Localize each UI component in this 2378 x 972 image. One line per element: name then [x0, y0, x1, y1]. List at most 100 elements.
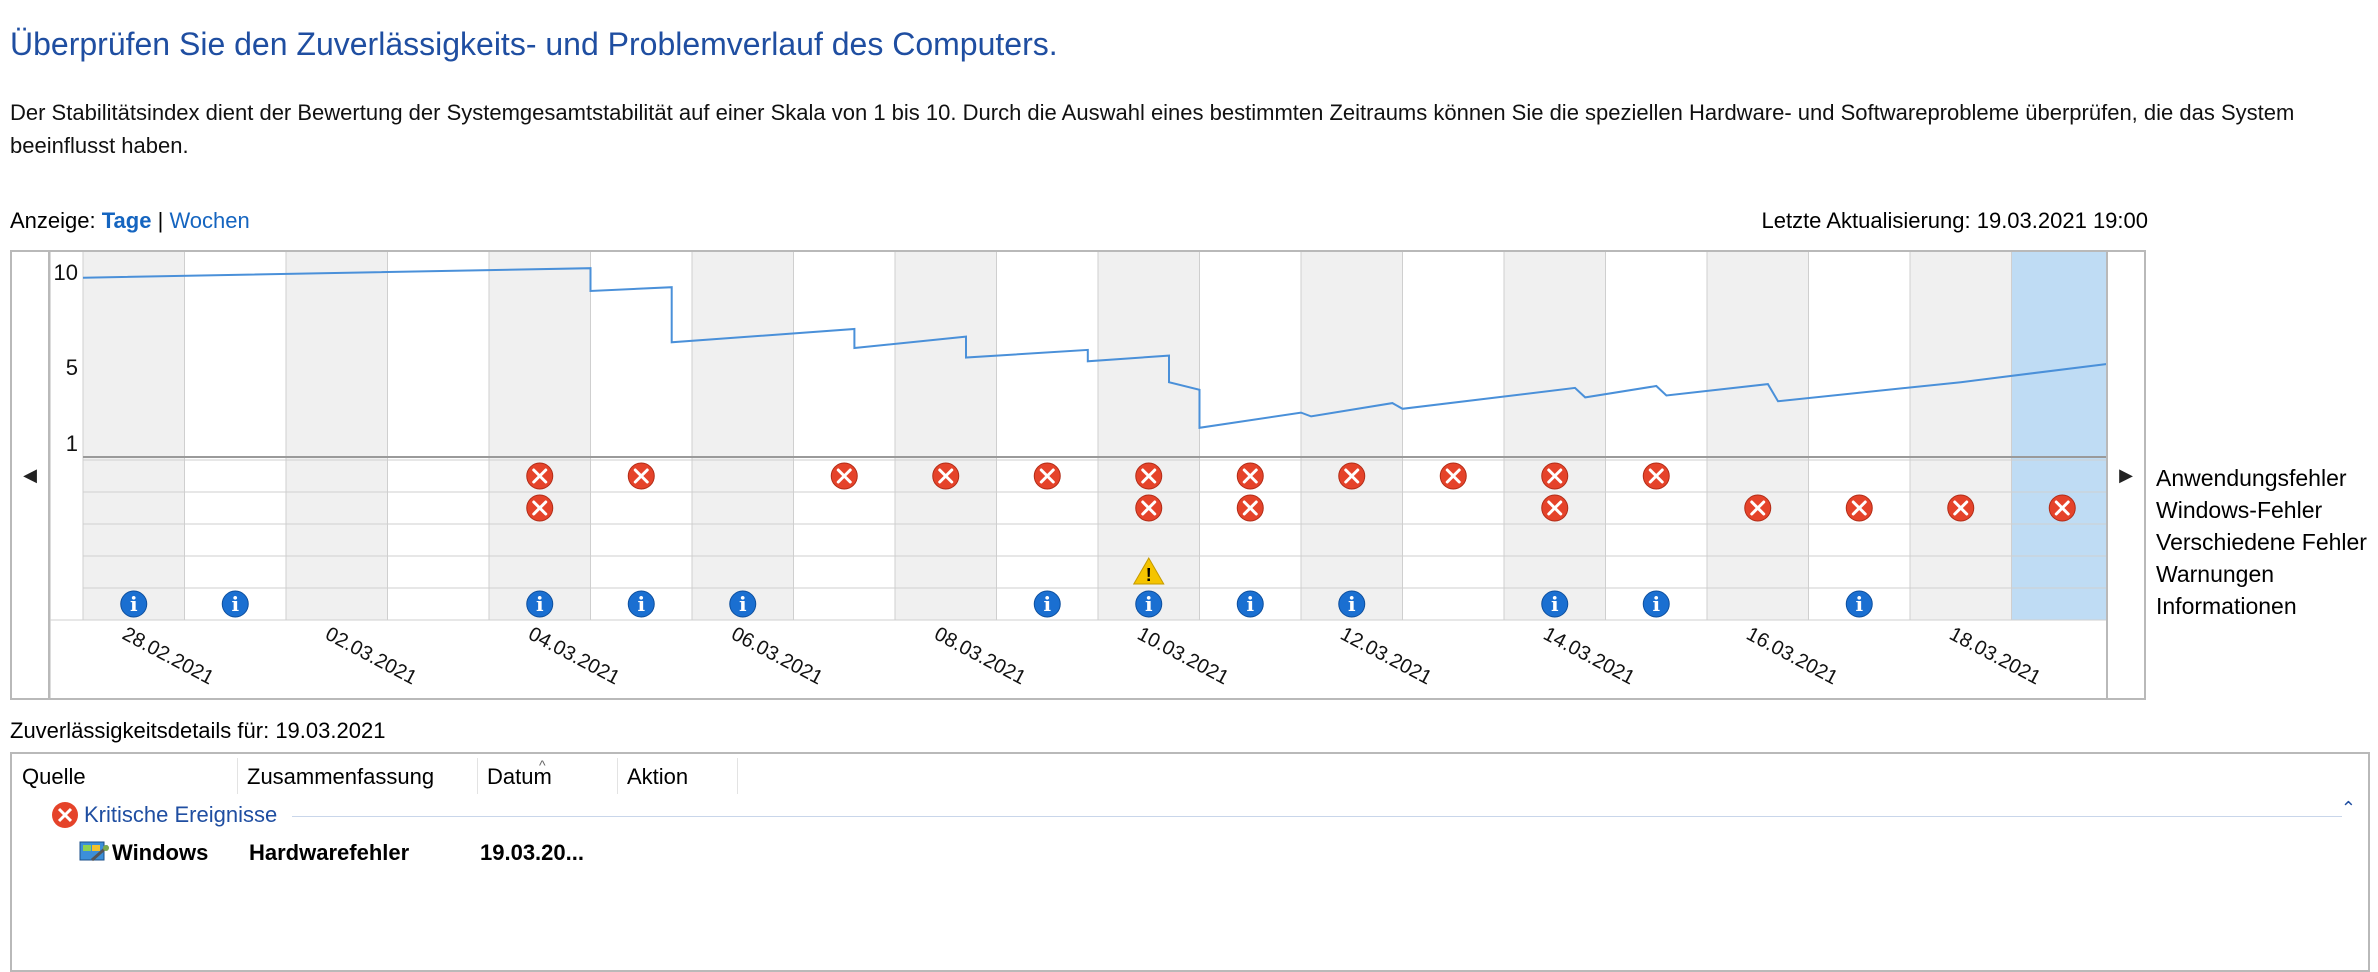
day-column-shade	[286, 252, 388, 620]
chart-scroll-left-button[interactable]: ◀	[10, 250, 50, 700]
error-icon-cross	[633, 468, 649, 484]
view-weeks-link[interactable]: Wochen	[169, 208, 250, 233]
view-label: Anzeige:	[10, 208, 96, 233]
last-update-label: Letzte Aktualisierung: 19.03.2021 19:00	[1761, 208, 2148, 233]
info-icon-glyph: i	[1145, 592, 1153, 616]
day-column-shade	[1707, 252, 1809, 620]
event-legend: Anwendungsfehler Windows-Fehler Verschie…	[2156, 462, 2367, 622]
day-column-shade	[692, 252, 794, 620]
x-tick-label: 16.03.2021	[1743, 623, 1842, 689]
error-icon-cross	[532, 500, 548, 516]
view-days-link[interactable]: Tage	[101, 208, 152, 233]
column-divider[interactable]	[477, 758, 478, 794]
legend-windows-errors: Windows-Fehler	[2156, 497, 2323, 523]
info-icon-glyph: i	[1246, 592, 1254, 616]
group-label: Kritische Ereignisse	[84, 802, 278, 827]
x-tick-label: 04.03.2021	[525, 623, 624, 689]
day-column-shade	[489, 252, 591, 620]
column-header-date[interactable]: Datum ^	[477, 757, 617, 794]
column-header-date-label: Datum	[487, 764, 552, 789]
page-title: Überprüfen Sie den Zuverlässigkeits- und…	[10, 26, 1058, 62]
info-icon-glyph: i	[130, 592, 138, 616]
arrow-right-icon: ▶	[2119, 464, 2133, 485]
info-icon	[526, 590, 554, 618]
info-icon	[1033, 590, 1061, 618]
x-tick-label: 06.03.2021	[728, 623, 827, 689]
row-summary: Hardwarefehler	[249, 840, 410, 865]
y-tick-label: 10	[54, 260, 78, 285]
error-icon-cross	[1445, 468, 1461, 484]
legend-misc-errors: Verschiedene Fehler	[2156, 529, 2367, 555]
column-divider[interactable]	[237, 758, 238, 794]
stability-index-line	[82, 267, 2114, 429]
info-icon	[1135, 590, 1163, 618]
info-icon	[1338, 590, 1366, 618]
info-icon	[627, 590, 655, 618]
x-tick-label: 02.03.2021	[322, 623, 421, 689]
error-icon-cross	[1039, 468, 1055, 484]
page-description: Der Stabilitätsindex dient der Bewertung…	[10, 100, 2295, 158]
info-icon	[1845, 590, 1873, 618]
error-icon-cross	[1141, 468, 1157, 484]
error-icon-cross	[2054, 500, 2070, 516]
view-separator: |	[157, 208, 164, 233]
info-icon-glyph: i	[536, 592, 544, 616]
day-column-shade	[1504, 252, 1606, 620]
info-icon	[1541, 590, 1569, 618]
row-date: 19.03.20...	[480, 840, 584, 865]
column-header-action[interactable]: Aktion	[627, 764, 689, 789]
x-tick-label: 14.03.2021	[1540, 623, 1639, 689]
column-header-summary[interactable]: Zusammenfassung	[247, 764, 435, 789]
warning-icon-glyph: !	[1146, 565, 1152, 585]
x-tick-label: 18.03.2021	[1946, 623, 2045, 689]
details-table: Quelle Zusammenfassung Datum ^ Aktion Kr…	[10, 752, 2370, 972]
info-icon	[1642, 590, 1670, 618]
y-tick-label: 1	[66, 431, 78, 456]
error-icon-cross	[836, 468, 852, 484]
x-tick-label: 28.02.2021	[119, 623, 218, 689]
group-critical-events[interactable]: Kritische Ereignisse	[50, 798, 277, 832]
row-source: Windows	[112, 840, 209, 865]
info-icon-glyph: i	[1652, 592, 1660, 616]
error-icon-cross	[1547, 468, 1563, 484]
column-divider[interactable]	[737, 758, 738, 794]
y-tick-label: 5	[66, 355, 78, 380]
error-icon-cross	[1242, 500, 1258, 516]
error-icon-cross	[938, 468, 954, 484]
legend-warnings: Warnungen	[2156, 561, 2275, 587]
info-icon-glyph: i	[231, 592, 239, 616]
day-column-shade	[1910, 252, 2012, 620]
x-tick-label: 12.03.2021	[1337, 623, 1436, 689]
error-icon-cross	[532, 468, 548, 484]
x-tick-label: 10.03.2021	[1134, 623, 1233, 689]
info-icon	[221, 590, 249, 618]
error-icon-cross	[1851, 500, 1867, 516]
error-icon-cross	[1750, 500, 1766, 516]
day-column-shade	[2011, 252, 2113, 620]
error-icon-cross	[1242, 468, 1258, 484]
column-header-source[interactable]: Quelle	[22, 764, 86, 789]
legend-application-errors: Anwendungsfehler	[2156, 465, 2347, 491]
view-selector: Anzeige: Tage | Wochen	[10, 208, 250, 234]
info-icon	[729, 590, 757, 618]
info-icon-glyph: i	[637, 592, 645, 616]
day-column-shade	[895, 252, 997, 620]
day-column-shade	[83, 252, 185, 620]
error-icon-cross	[1344, 468, 1360, 484]
windows-app-icon	[79, 841, 109, 862]
chart-scroll-right-button[interactable]: ▶	[2106, 250, 2146, 700]
error-icon-cross	[1547, 500, 1563, 516]
info-icon-glyph: i	[1855, 592, 1863, 616]
arrow-left-icon: ◀	[23, 464, 37, 485]
error-icon-cross	[1953, 500, 1969, 516]
chevron-up-icon[interactable]: ⌃	[2340, 798, 2356, 818]
x-tick-label: 08.03.2021	[931, 623, 1030, 689]
day-column-shade	[1301, 252, 1403, 620]
info-icon	[1236, 590, 1264, 618]
warning-icon	[1132, 556, 1165, 585]
info-icon-glyph: i	[1348, 592, 1356, 616]
error-icon-cross	[1648, 468, 1664, 484]
column-divider[interactable]	[617, 758, 618, 794]
sort-ascending-icon: ^	[539, 757, 546, 773]
error-icon-cross	[1141, 500, 1157, 516]
